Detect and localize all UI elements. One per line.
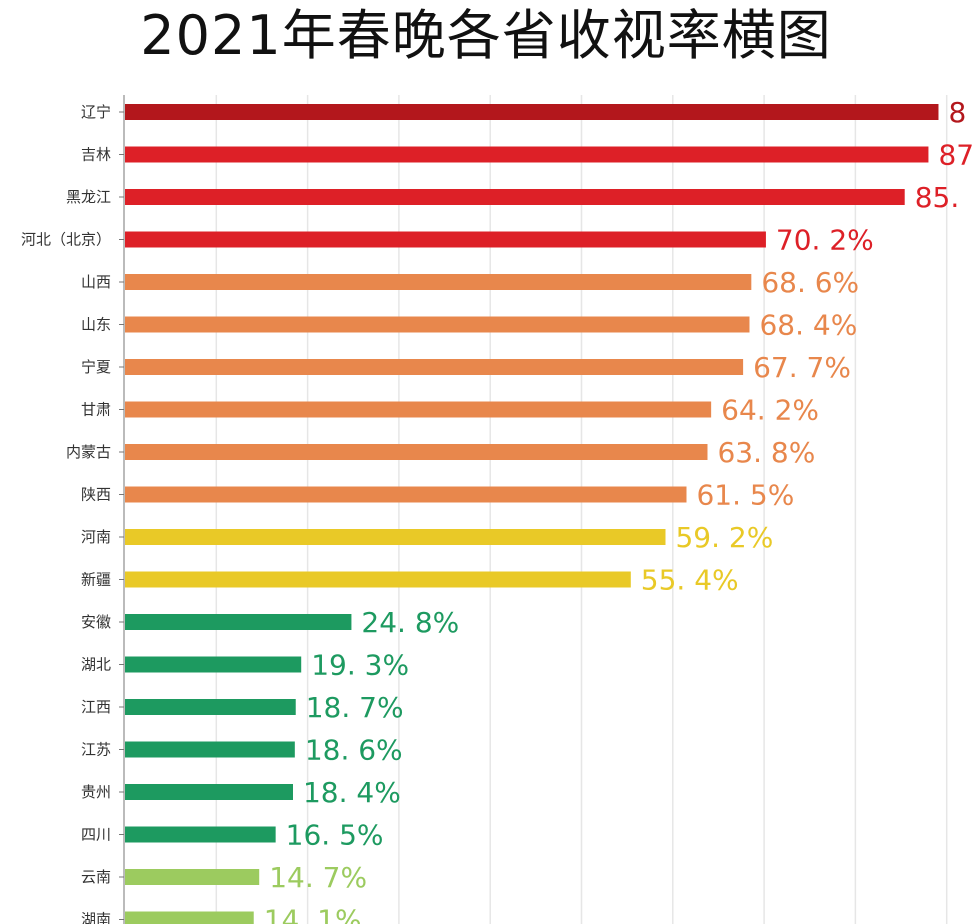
- bar: [125, 614, 352, 630]
- bar: [125, 444, 708, 460]
- category-label: 内蒙古: [66, 443, 111, 461]
- value-label: 55. 4%: [641, 564, 739, 597]
- bar: [125, 231, 766, 248]
- category-label: 安徽: [81, 613, 111, 631]
- category-label: 江苏: [81, 741, 111, 759]
- category-label: 贵州: [81, 783, 111, 801]
- category-label: 黑龙江: [66, 188, 111, 206]
- bar: [125, 104, 939, 120]
- bar: [125, 869, 260, 885]
- bar: [125, 784, 293, 800]
- value-label: 68. 6%: [761, 266, 859, 299]
- category-label: 四川: [81, 826, 111, 844]
- bar: [125, 529, 666, 545]
- category-label: 甘肃: [81, 401, 111, 419]
- bar: [125, 911, 254, 924]
- value-label: 87: [938, 139, 972, 172]
- category-label: 山东: [81, 316, 111, 334]
- category-label: 河南: [81, 528, 111, 546]
- value-label: 61. 5%: [696, 479, 794, 512]
- value-label: 8: [948, 96, 966, 129]
- value-label: 18. 6%: [305, 734, 403, 767]
- category-label: 湖北: [81, 656, 111, 674]
- category-label: 云南: [81, 868, 111, 886]
- bar: [125, 146, 929, 163]
- category-label: 江西: [81, 698, 111, 716]
- value-label: 64. 2%: [721, 394, 819, 427]
- bar: [125, 826, 276, 843]
- value-label: 18. 4%: [303, 776, 401, 809]
- value-label: 19. 3%: [311, 649, 409, 682]
- bar: [125, 316, 750, 333]
- chart-title: 2021年春晚各省收视率横图: [140, 4, 832, 67]
- category-label: 辽宁: [81, 103, 111, 121]
- value-label: 70. 2%: [776, 224, 874, 257]
- category-label: 吉林: [81, 146, 111, 164]
- category-label: 宁夏: [81, 358, 111, 376]
- bar: [125, 699, 296, 715]
- category-label: 陕西: [81, 486, 111, 504]
- bar: [125, 401, 712, 418]
- category-label: 河北（北京）: [21, 231, 111, 249]
- category-label: 新疆: [81, 571, 111, 589]
- category-label: 山西: [81, 273, 111, 291]
- value-label: 14. 1%: [264, 904, 362, 924]
- bar: [125, 359, 744, 375]
- value-label: 63. 8%: [717, 436, 815, 469]
- bar: [125, 189, 905, 205]
- bar: [125, 274, 752, 290]
- value-label: 14. 7%: [269, 861, 367, 894]
- value-label: 67. 7%: [753, 351, 851, 384]
- value-label: 68. 4%: [759, 309, 857, 342]
- bar: [125, 486, 687, 503]
- value-label: 16. 5%: [286, 819, 384, 852]
- bar: [125, 571, 631, 588]
- bar: [125, 741, 295, 758]
- value-label: 24. 8%: [361, 606, 459, 639]
- value-label: 18. 7%: [306, 691, 404, 724]
- value-label: 85.: [915, 181, 960, 214]
- category-label: 湖南: [81, 911, 111, 924]
- value-label: 59. 2%: [675, 521, 773, 554]
- bar: [125, 656, 302, 673]
